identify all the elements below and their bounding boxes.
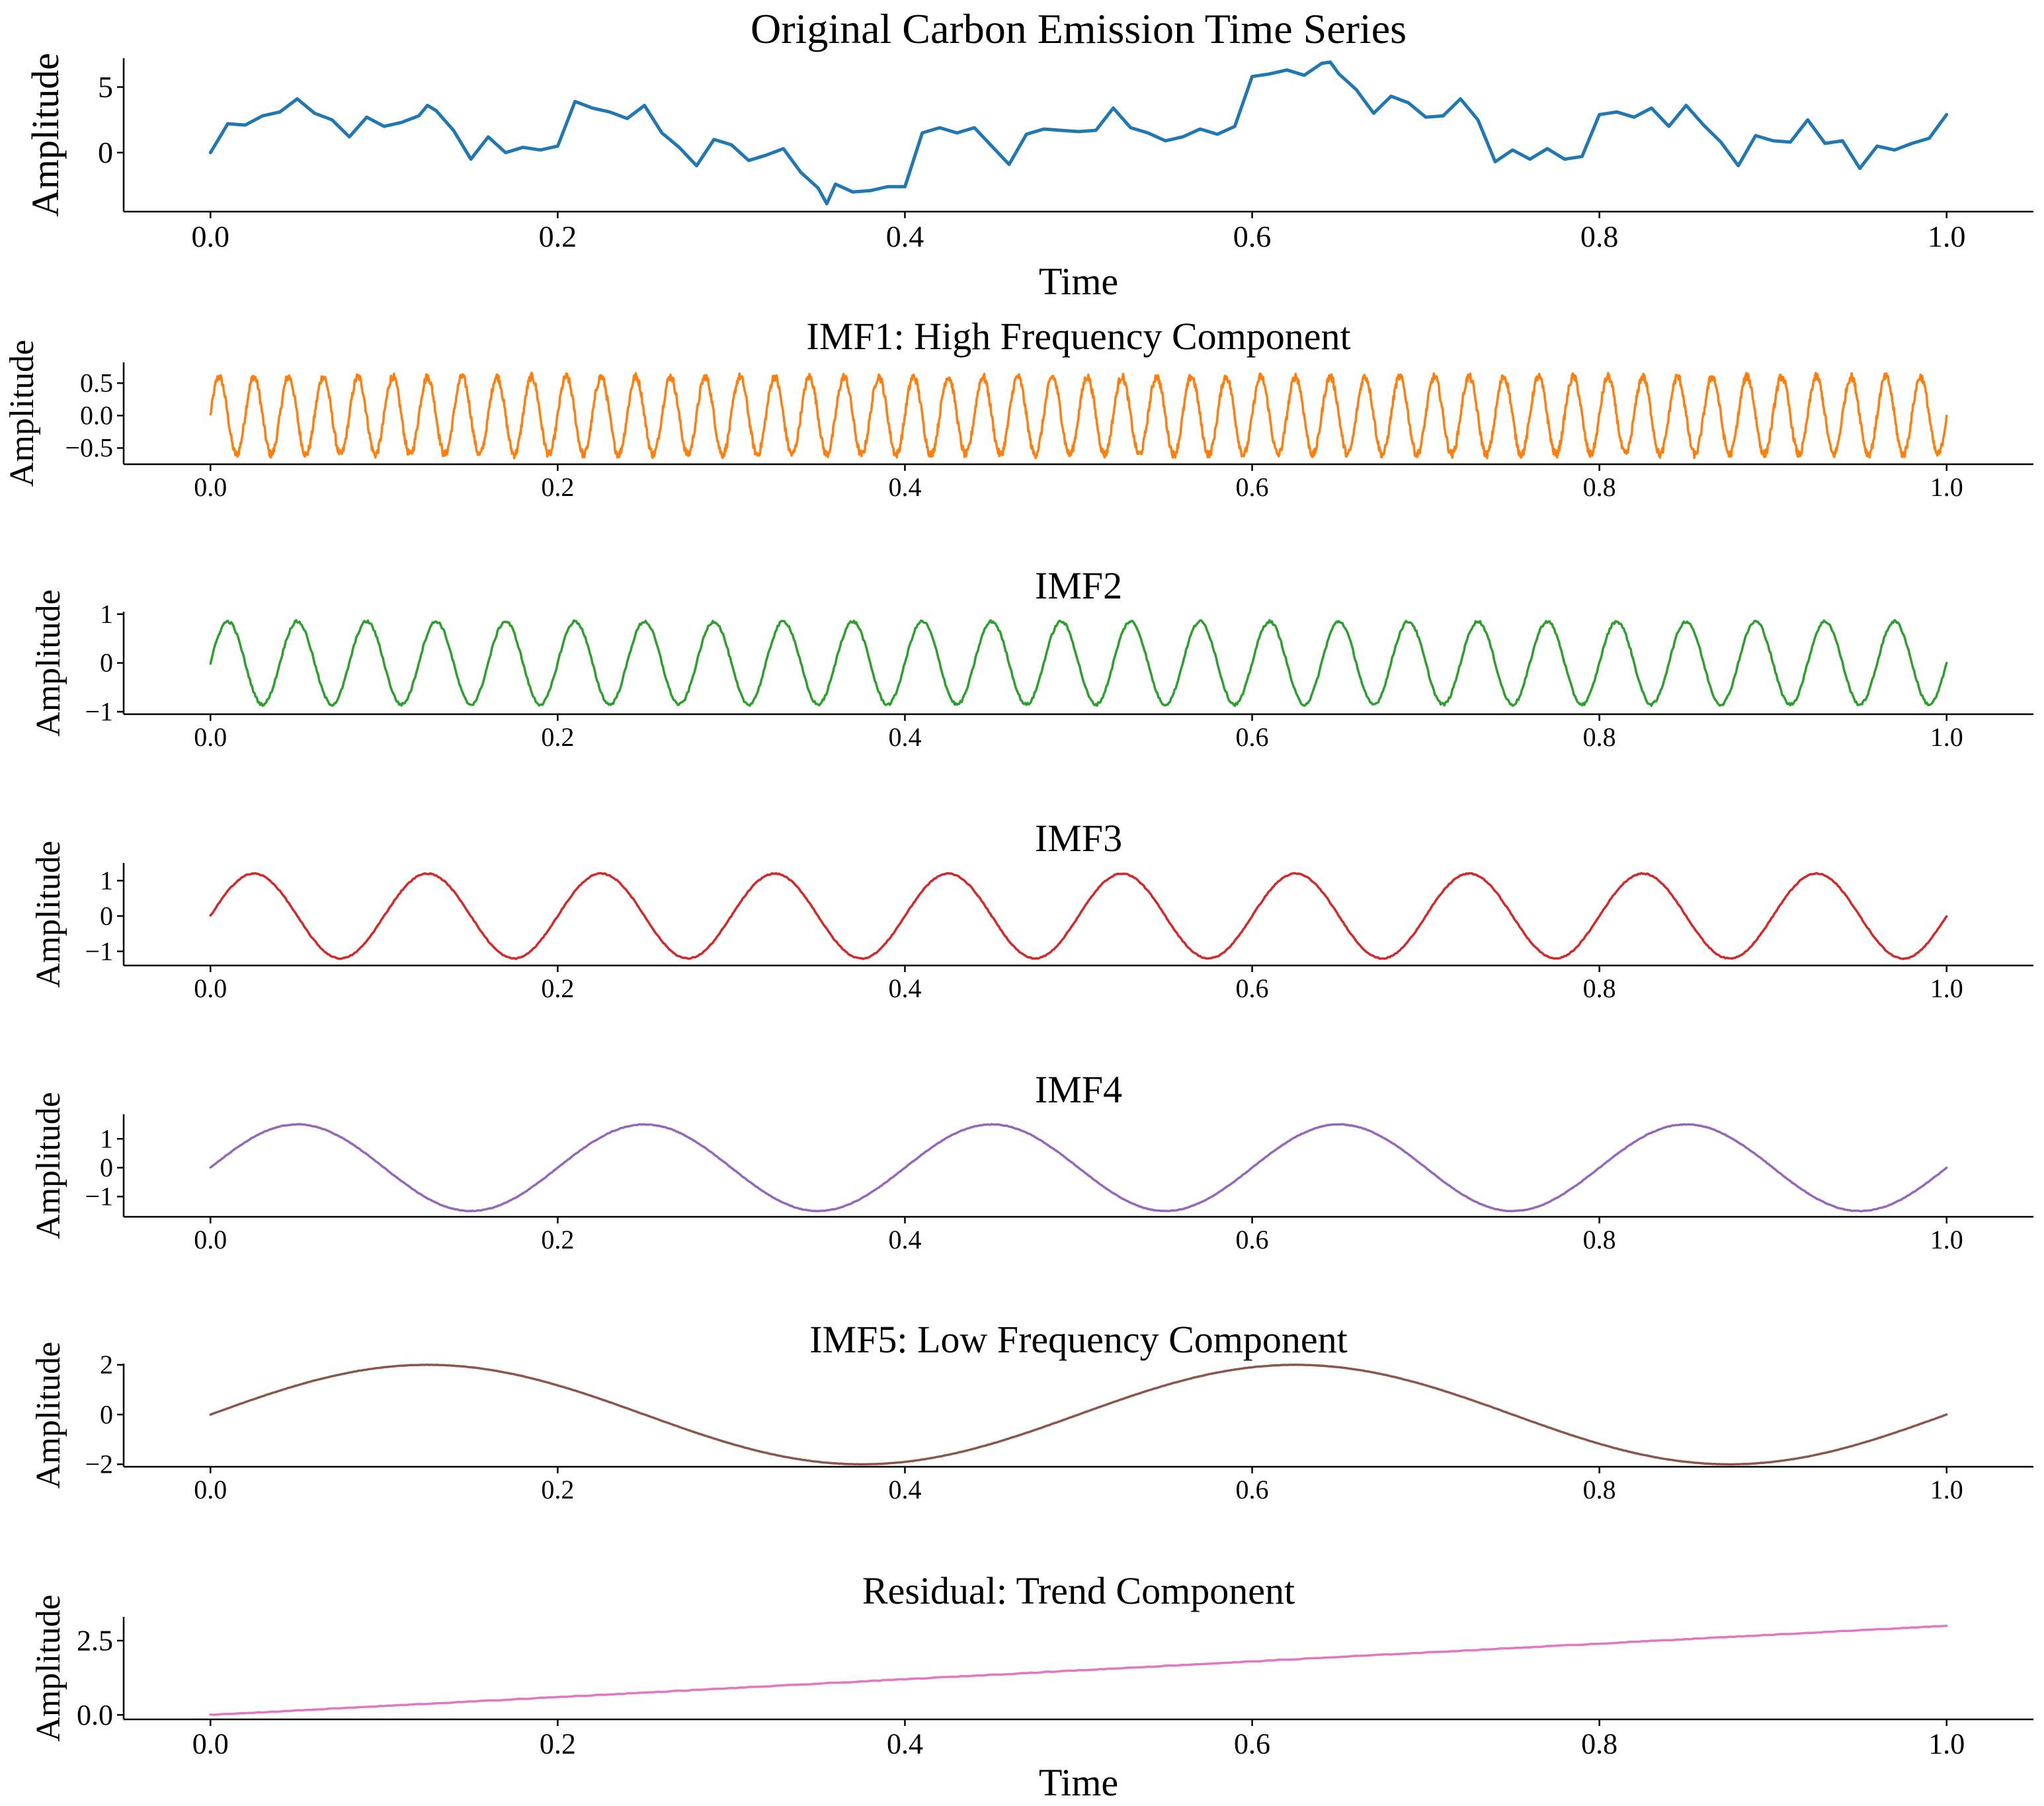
y-axis-label: Amplitude xyxy=(30,841,67,987)
x-tick-label: 0.0 xyxy=(192,1727,229,1760)
x-tick-label: 0.8 xyxy=(1581,1727,1617,1760)
x-tick-label: 0.4 xyxy=(888,1225,921,1254)
x-tick-label: 0.4 xyxy=(886,220,924,253)
panel-title: IMF5: Low Frequency Component xyxy=(809,1318,1348,1361)
y-tick-label: −1 xyxy=(85,1182,113,1211)
y-tick-label: 0.0 xyxy=(80,401,113,431)
x-tick-label: 0.0 xyxy=(194,1475,227,1504)
y-axis-label: Amplitude xyxy=(3,340,41,487)
series-line-imf2 xyxy=(209,619,1948,708)
y-axis-label: Amplitude xyxy=(30,1092,67,1239)
panel-title: IMF1: High Frequency Component xyxy=(806,315,1350,358)
y-tick-label: 5 xyxy=(98,70,113,104)
y-axis-label: Amplitude xyxy=(24,53,67,217)
panel-5: IMF4 0.0 0.2 0.4 0.6 0.8 1.0 10−1 Amplitude xyxy=(30,1068,2033,1254)
y-tick-label: −1 xyxy=(85,936,113,966)
x-tick-label: 0.8 xyxy=(1583,472,1616,502)
x-tick-label: 0.0 xyxy=(194,472,227,502)
y-tick-label: 0 xyxy=(100,901,113,930)
series-line-imf4 xyxy=(209,1123,1948,1213)
y-tick-label: 0 xyxy=(100,1153,113,1182)
series-line-imf1 xyxy=(209,371,1948,460)
series-line-imf3 xyxy=(209,872,1948,960)
panel-1: Original Carbon Emission Time Series 0.0 0… xyxy=(24,5,2033,303)
x-tick-label: 0.4 xyxy=(888,973,921,1003)
x-tick-label: 1.0 xyxy=(1930,722,1963,752)
x-tick-label: 0.2 xyxy=(541,1225,574,1254)
y-tick-label: −2 xyxy=(85,1449,113,1479)
x-tick-label: 0.0 xyxy=(194,1225,227,1254)
panel-7: Residual: Trend Component 0.0 0.2 0.4 0.6 0.8… xyxy=(30,1569,2033,1804)
x-axis-label: Time xyxy=(1039,1761,1118,1804)
x-tick-label: 0.6 xyxy=(1236,722,1269,752)
y-tick-label: 0 xyxy=(100,648,113,678)
x-tick-label: 0.0 xyxy=(192,220,230,253)
x-tick-label: 1.0 xyxy=(1930,973,1963,1003)
y-tick-label: 0.5 xyxy=(80,368,113,398)
x-tick-label: 0.4 xyxy=(888,722,921,752)
x-tick-label: 0.2 xyxy=(541,472,574,502)
x-axis-label: Time xyxy=(1039,260,1118,303)
panel-4: IMF3 0.0 0.2 0.4 0.6 0.8 1.0 1 0 −1 Amplitude xyxy=(30,817,2033,1003)
x-tick-label: 0.6 xyxy=(1236,973,1269,1003)
panel-title: IMF4 xyxy=(1035,1068,1122,1111)
x-tick-label: 0.4 xyxy=(887,1727,923,1760)
y-tick-label: 0 xyxy=(100,1399,113,1429)
x-tick-label: 0.0 xyxy=(194,722,227,752)
x-tick-label: 0.8 xyxy=(1583,1475,1616,1504)
y-tick-label: 1 xyxy=(100,1124,113,1153)
x-tick-label: 0.6 xyxy=(1233,220,1272,253)
panel-2: IMF1: High Frequency Component 0.0 0.2 0.4 0… xyxy=(3,315,2033,502)
x-tick-label: 1.0 xyxy=(1930,472,1963,502)
panel-title: IMF2 xyxy=(1035,564,1122,607)
y-tick-label: 0.0 xyxy=(77,1699,113,1731)
x-tick-label: 1.0 xyxy=(1930,1225,1963,1254)
x-tick-label: 0.2 xyxy=(540,1727,576,1760)
series-line-imf5 xyxy=(209,1363,1948,1466)
x-tick-label: 0.8 xyxy=(1583,973,1616,1003)
x-tick-label: 1.0 xyxy=(1928,1727,1965,1760)
panel-title: IMF3 xyxy=(1035,817,1122,860)
x-tick-label: 0.2 xyxy=(541,973,574,1003)
x-tick-label: 0.8 xyxy=(1583,722,1616,752)
y-tick-label: 0 xyxy=(98,136,113,169)
series-line-original xyxy=(208,60,1949,206)
y-tick-label: −0.5 xyxy=(65,433,113,463)
y-tick-label: 2 xyxy=(100,1350,113,1379)
x-tick-label: 0.0 xyxy=(194,973,227,1003)
x-tick-label: 0.2 xyxy=(541,722,574,752)
x-tick-label: 0.8 xyxy=(1580,220,1619,253)
y-tick-label: 1 xyxy=(100,599,113,629)
y-axis-label: Amplitude xyxy=(30,589,67,736)
series-line-residual xyxy=(209,1624,1948,1716)
panel-title: Original Carbon Emission Time Series xyxy=(751,5,1407,52)
panel-6: IMF5: Low Frequency Component 0.0 0.2 0.4 0.… xyxy=(30,1318,2033,1504)
y-tick-label: −1 xyxy=(85,697,113,727)
x-tick-label: 1.0 xyxy=(1930,1475,1963,1504)
x-tick-label: 0.2 xyxy=(539,220,577,253)
y-tick-label: 1 xyxy=(100,866,113,895)
y-tick-label: 2.5 xyxy=(77,1624,113,1657)
x-tick-label: 0.6 xyxy=(1236,1225,1269,1254)
x-tick-label: 0.4 xyxy=(888,472,921,502)
x-tick-label: 0.2 xyxy=(541,1475,574,1504)
x-tick-label: 0.6 xyxy=(1236,1475,1269,1504)
x-tick-label: 0.6 xyxy=(1236,472,1269,502)
x-tick-label: 0.6 xyxy=(1234,1727,1270,1760)
panel-title: Residual: Trend Component xyxy=(862,1569,1295,1612)
panel-3: IMF2 0.0 0.2 0.4 0.6 0.8 1.0 1 0 −1 Amplitude xyxy=(30,564,2033,752)
x-tick-label: 0.8 xyxy=(1583,1225,1616,1254)
y-axis-label: Amplitude xyxy=(30,1594,67,1741)
y-axis-label: Amplitude xyxy=(30,1342,67,1489)
x-tick-label: 0.4 xyxy=(888,1475,921,1504)
x-tick-label: 1.0 xyxy=(1928,220,1966,253)
